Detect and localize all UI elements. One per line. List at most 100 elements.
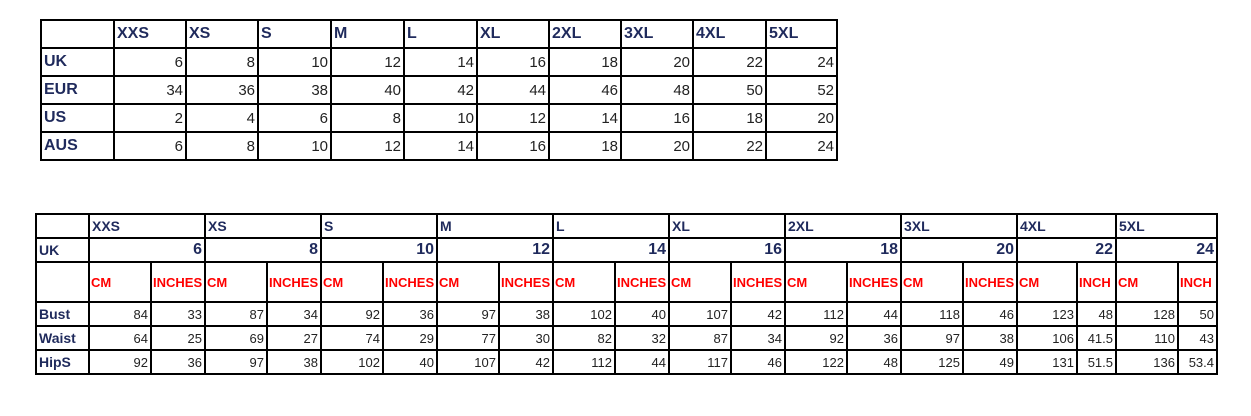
size-value: 10 (257, 47, 332, 77)
size-value: 18 (548, 47, 622, 77)
row-label: UK (35, 237, 90, 263)
size-value: 10 (257, 131, 332, 161)
size-header: 2XL (784, 213, 902, 239)
unit-inches: INCHES (150, 261, 206, 303)
measurement-value: 97 (436, 301, 500, 327)
measurement-value: 34 (730, 325, 786, 351)
size-value: 22 (692, 47, 767, 77)
uk-size: 20 (900, 237, 1018, 263)
uk-size: 6 (88, 237, 206, 263)
measurement-value: 32 (614, 325, 670, 351)
measurement-value: 87 (668, 325, 732, 351)
size-value: 24 (765, 47, 838, 77)
measurement-value: 29 (382, 325, 438, 351)
unit-inches: INCHES (382, 261, 438, 303)
size-value: 8 (185, 47, 259, 77)
measurement-value: 117 (668, 349, 732, 375)
size-value: 2 (113, 103, 187, 133)
measurement-value: 112 (784, 301, 848, 327)
row-label: EUR (40, 75, 115, 105)
measurement-value: 34 (266, 301, 322, 327)
measurement-value: 42 (730, 301, 786, 327)
uk-size: 22 (1016, 237, 1117, 263)
table-row: Waist 64 25 69 27 74 29 77 30 82 32 87 34 92 36 97 38 106… (35, 325, 1218, 351)
measurement-value: 40 (382, 349, 438, 375)
size-value: 44 (476, 75, 550, 105)
unit-cm: CM (204, 261, 268, 303)
measurement-value: 131 (1016, 349, 1078, 375)
size-value: 40 (330, 75, 405, 105)
size-value: 12 (476, 103, 550, 133)
table-row: Bust 84 33 87 34 92 36 97 38 102 40 107 42 112 44 118 46… (35, 301, 1218, 327)
unit-inches: INCHES (498, 261, 554, 303)
size-value: 12 (330, 131, 405, 161)
size-value: 14 (403, 131, 478, 161)
size-value: 34 (113, 75, 187, 105)
size-value: 22 (692, 131, 767, 161)
size-value: 52 (765, 75, 838, 105)
size-header: XS (204, 213, 322, 239)
size-value: 8 (330, 103, 405, 133)
table-row: EUR 34 36 38 40 42 44 46 48 50 52 (40, 75, 838, 105)
unit-inches: INCHES (266, 261, 322, 303)
table-row: UK 6 8 10 12 14 16 18 20 22 24 (40, 47, 838, 77)
measurement-value: 44 (846, 301, 902, 327)
measurement-value: 50 (1177, 301, 1218, 327)
size-value: 20 (620, 131, 694, 161)
measurement-value: 92 (784, 325, 848, 351)
size-header: XL (476, 19, 550, 49)
measurement-value: 87 (204, 301, 268, 327)
size-value: 36 (185, 75, 259, 105)
size-header: 5XL (1115, 213, 1218, 239)
measurement-value: 123 (1016, 301, 1078, 327)
size-header: L (552, 213, 670, 239)
size-header: 2XL (548, 19, 622, 49)
size-value: 12 (330, 47, 405, 77)
size-value: 46 (548, 75, 622, 105)
unit-inches: INCHES (730, 261, 786, 303)
measurement-value: 77 (436, 325, 500, 351)
size-header: XXS (88, 213, 206, 239)
size-header: S (320, 213, 438, 239)
size-value: 16 (476, 47, 550, 77)
size-value: 14 (403, 47, 478, 77)
row-label: US (40, 103, 115, 133)
size-header: 5XL (765, 19, 838, 49)
measurement-value: 64 (88, 325, 152, 351)
measurement-value: 43 (1177, 325, 1218, 351)
blank-cell (35, 261, 90, 303)
size-value: 24 (765, 131, 838, 161)
measurement-value: 46 (962, 301, 1018, 327)
size-value: 18 (692, 103, 767, 133)
unit-cm: CM (436, 261, 500, 303)
measurement-value: 102 (320, 349, 384, 375)
unit-cm: CM (1016, 261, 1078, 303)
uk-size: 16 (668, 237, 786, 263)
measurement-value: 27 (266, 325, 322, 351)
size-value: 20 (765, 103, 838, 133)
measurement-value: 110 (1115, 325, 1179, 351)
measurement-value: 46 (730, 349, 786, 375)
row-label: Waist (35, 325, 90, 351)
unit-cm: CM (1115, 261, 1179, 303)
unit-cm: CM (668, 261, 732, 303)
measurement-value: 51.5 (1076, 349, 1117, 375)
size-header: XS (185, 19, 259, 49)
measurement-value: 106 (1016, 325, 1078, 351)
measurement-value: 136 (1115, 349, 1179, 375)
size-header: 3XL (900, 213, 1018, 239)
size-value: 4 (185, 103, 259, 133)
units-row: CM INCHES CM INCHES CM INCHES CM INCHES CM INCHES… (35, 261, 1218, 303)
uk-row: UK 6 8 10 12 14 16 18 20 22 24 (35, 237, 1218, 263)
size-value: 16 (476, 131, 550, 161)
measurement-value: 112 (552, 349, 616, 375)
header-row: XXS XS S M L XL 2XL 3XL 4XL 5XL (40, 19, 838, 49)
header-row: XXS XS S M L XL 2XL 3XL 4XL 5XL (35, 213, 1218, 239)
size-value: 42 (403, 75, 478, 105)
measurement-table: XXS XS S M L XL 2XL 3XL 4XL 5XL UK 6 8 10 12 14 16 18 20 22… (35, 213, 1218, 375)
measurement-value: 25 (150, 325, 206, 351)
measurement-value: 107 (436, 349, 500, 375)
measurement-value: 82 (552, 325, 616, 351)
row-label: UK (40, 47, 115, 77)
measurement-value: 38 (498, 301, 554, 327)
